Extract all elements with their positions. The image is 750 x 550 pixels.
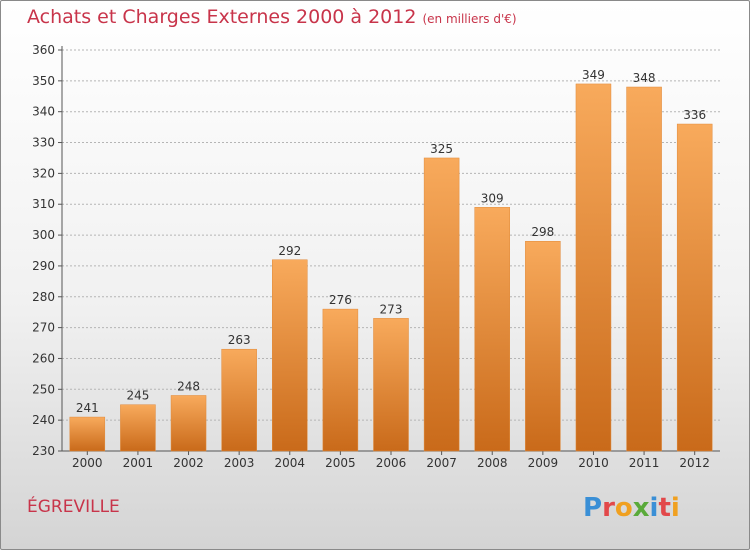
data-label-2008: 309: [481, 191, 504, 205]
y-tick-label: 260: [32, 351, 55, 365]
data-label-2009: 298: [531, 225, 554, 239]
bar-2002: [170, 395, 207, 452]
proxiti-logo: Proxiti: [583, 493, 680, 522]
y-tick-label: 320: [32, 166, 55, 180]
bar-2006: [373, 318, 409, 452]
bar-2004: [272, 259, 308, 452]
y-tick-label: 250: [32, 382, 55, 396]
bar-2001: [120, 404, 156, 452]
labels: 230 240 250 260 270 280 290 300 310 320 330 340 350 3…: [32, 43, 710, 470]
data-label-2004: 292: [278, 244, 301, 258]
bar-2010: [575, 83, 612, 452]
data-label-2010: 349: [582, 68, 605, 82]
y-tick-label: 290: [32, 259, 55, 273]
x-tick-label: 2012: [679, 456, 710, 470]
data-label-2000: 241: [76, 401, 99, 415]
x-tick-label: 2000: [72, 456, 103, 470]
bar-2000: [69, 416, 106, 452]
y-tick-label: 240: [32, 413, 55, 427]
y-tick-label: 270: [32, 321, 55, 335]
data-label-2006: 273: [380, 302, 403, 316]
chart-title: Achats et Charges Externes 2000 à 2012 (e…: [27, 6, 517, 28]
chart-subtitle: (en milliers d'€): [422, 12, 517, 26]
x-tick-label: 2005: [325, 456, 356, 470]
x-tick-label: 2001: [123, 456, 154, 470]
x-tick-label: 2007: [426, 456, 457, 470]
bar-2011: [626, 86, 662, 452]
data-label-2012: 336: [683, 108, 706, 122]
y-tick-label: 340: [32, 105, 55, 119]
x-tick-label: 2003: [224, 456, 255, 470]
data-label-2001: 245: [126, 389, 149, 403]
bar-2012: [676, 123, 713, 452]
svg-text:Proxiti: Proxiti: [583, 493, 680, 522]
y-tick-label: 230: [32, 444, 55, 458]
bars: [69, 83, 713, 452]
y-tick-label: 360: [32, 43, 55, 57]
data-label-2005: 276: [329, 293, 352, 307]
bar-2005: [322, 308, 359, 452]
y-tick-label: 350: [32, 74, 55, 88]
bar-2007: [423, 157, 460, 452]
title-text: Achats et Charges Externes 2000 à 2012: [27, 6, 417, 28]
x-tick-label: 2008: [477, 456, 508, 470]
data-label-2011: 348: [633, 71, 656, 85]
bar-2003: [221, 348, 257, 452]
x-tick-label: 2004: [274, 456, 305, 470]
y-tick-label: 280: [32, 290, 55, 304]
y-tick-label: 300: [32, 228, 55, 242]
data-label-2003: 263: [228, 333, 251, 347]
data-label-2002: 248: [177, 379, 200, 393]
y-tick-label: 310: [32, 197, 55, 211]
x-tick-label: 2006: [376, 456, 407, 470]
x-tick-label: 2010: [578, 456, 609, 470]
x-tick-label: 2011: [629, 456, 660, 470]
y-tick-label: 330: [32, 136, 55, 150]
commune-name: ÉGREVILLE: [27, 497, 120, 517]
bar-2009: [525, 240, 561, 452]
bar-2008: [474, 207, 510, 452]
data-label-2007: 325: [430, 142, 453, 156]
x-tick-label: 2009: [528, 456, 559, 470]
x-tick-label: 2002: [173, 456, 204, 470]
